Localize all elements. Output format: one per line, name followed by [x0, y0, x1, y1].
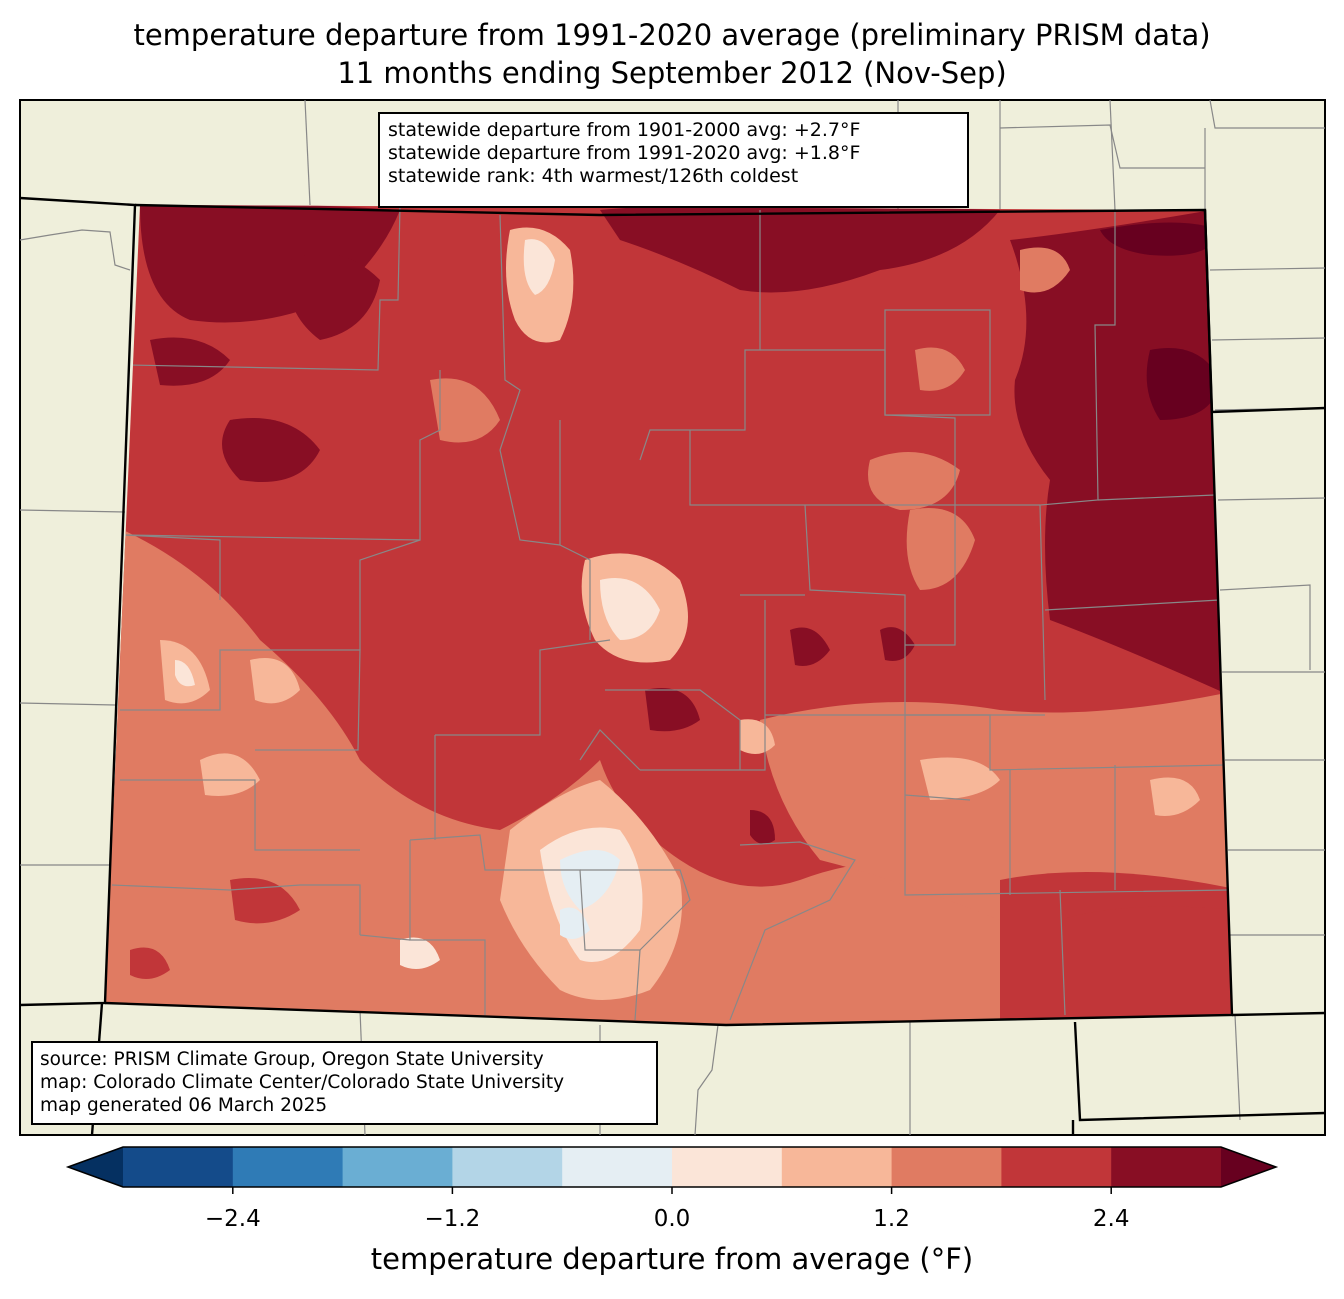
generated-date-line: map generated 06 March 2025	[40, 1095, 328, 1116]
colorbar-extend-high	[1221, 1147, 1276, 1187]
map-title-line1: temperature departure from 1991-2020 ave…	[133, 18, 1211, 52]
statewide-stats-box: statewide departure from 1901-2000 avg: …	[378, 112, 969, 208]
colorbar-tick-label: 0.0	[653, 1206, 691, 1232]
neighbor-county-lines	[19, 99, 1326, 1136]
colorbar-bin	[342, 1147, 453, 1187]
colorbar-tick-label: −2.4	[204, 1206, 261, 1232]
map-title-line2: 11 months ending September 2012 (Nov-Sep…	[337, 56, 1007, 90]
colorbar-tick-label: −1.2	[424, 1206, 481, 1232]
colorbar-bin	[1001, 1147, 1112, 1187]
colorado-departure-field	[105, 205, 1232, 1025]
map-credit-line: map: Colorado Climate Center/Colorado St…	[40, 1072, 565, 1093]
colorbar-bin	[232, 1147, 344, 1187]
source-credits-box: source: PRISM Climate Group, Oregon Stat…	[31, 1041, 658, 1125]
colorbar	[65, 1146, 1279, 1194]
colorbar-title: temperature departure from average (°F)	[370, 1242, 974, 1276]
source-line: source: PRISM Climate Group, Oregon Stat…	[40, 1049, 544, 1070]
stats-departure-1991-2020: statewide departure from 1991-2020 avg: …	[388, 142, 861, 164]
colorbar-bin	[1111, 1147, 1222, 1187]
colorbar-bin	[452, 1147, 563, 1187]
colorbar-bin	[562, 1147, 673, 1187]
colorbar-tick-label: 1.2	[873, 1206, 910, 1232]
colorbar-outline	[65, 1146, 1279, 1188]
colorbar-bin	[781, 1147, 893, 1187]
colorbar-tick-label: 2.4	[1092, 1206, 1130, 1232]
stats-departure-1901-2000: statewide departure from 1901-2000 avg: …	[388, 119, 861, 141]
colorado-county-lines	[111, 205, 1231, 1021]
colorbar-bin	[672, 1147, 783, 1187]
colorbar-bin	[123, 1147, 234, 1187]
stats-rank: statewide rank: 4th warmest/126th coldes…	[388, 165, 799, 187]
colorbar-extend-low	[68, 1147, 123, 1187]
colorbar-bin	[891, 1147, 1002, 1187]
